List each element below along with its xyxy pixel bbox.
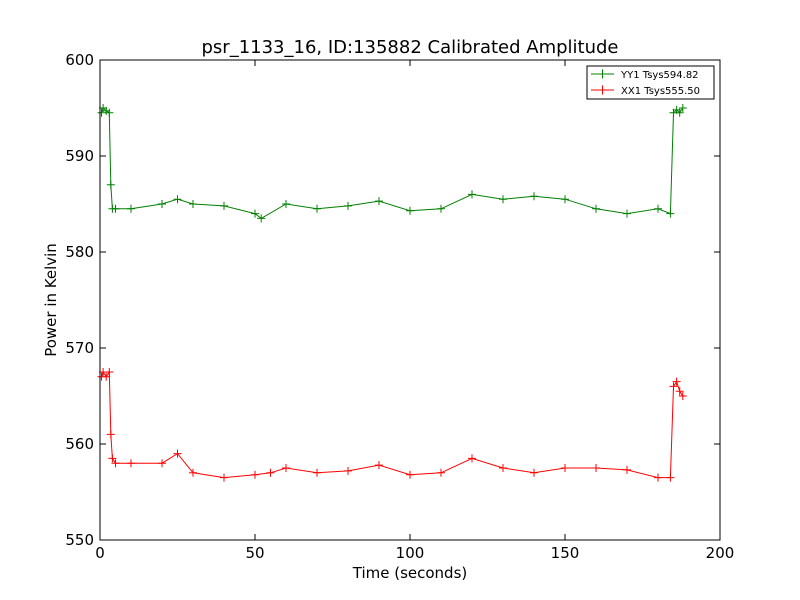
data-point	[678, 104, 687, 112]
data-point	[437, 204, 445, 213]
data-point	[437, 468, 445, 477]
data-point	[675, 387, 684, 396]
data-point	[344, 201, 352, 210]
data-point	[530, 192, 538, 201]
data-point	[654, 473, 662, 482]
data-point	[313, 468, 321, 477]
data-point	[468, 454, 476, 463]
y-tick-label: 590	[65, 147, 94, 165]
chart-title: psr_1133_16, ID:135882 Calibrated Amplit…	[201, 37, 618, 58]
data-point	[406, 470, 414, 479]
data-point	[666, 473, 675, 482]
data-point	[344, 466, 352, 475]
data-point	[220, 201, 228, 210]
series-line-1	[101, 370, 684, 479]
data-point	[173, 195, 182, 204]
data-point	[105, 368, 114, 376]
data-point	[257, 214, 266, 223]
x-tick-label: 200	[706, 544, 735, 562]
x-tick-label: 0	[95, 544, 105, 562]
series-0	[97, 104, 687, 223]
data-point	[266, 468, 275, 477]
data-point	[220, 473, 228, 482]
data-point	[313, 204, 321, 213]
y-tick-label: 600	[65, 51, 94, 69]
legend-box	[586, 65, 715, 100]
data-point	[106, 430, 115, 439]
data-point	[592, 464, 600, 472]
series-layer	[97, 104, 687, 482]
data-point	[669, 382, 678, 391]
data-point	[530, 468, 538, 477]
legend-marker-xx1	[598, 85, 607, 95]
plot-frame	[99, 59, 721, 541]
x-tick-label: 150	[551, 544, 580, 562]
data-point	[105, 108, 114, 117]
data-point	[251, 470, 259, 479]
data-point	[675, 108, 684, 117]
data-point	[623, 465, 631, 474]
x-axis-label: Time (seconds)	[352, 564, 468, 582]
data-point	[111, 459, 120, 468]
plot-background	[100, 60, 720, 540]
data-point	[251, 209, 259, 218]
series-1	[97, 368, 687, 482]
data-point	[499, 195, 507, 204]
y-tick-label: 580	[65, 243, 94, 261]
data-point	[375, 461, 383, 470]
y-tick-label: 550	[65, 531, 94, 549]
data-point	[173, 449, 182, 458]
data-point	[108, 454, 117, 463]
data-point	[592, 204, 600, 213]
legend: YY1 Tsys594.82 XX1 Tsys555.50	[586, 65, 715, 100]
data-point	[127, 204, 135, 213]
legend-label-xx1: XX1 Tsys555.50	[621, 86, 700, 97]
data-point	[406, 206, 414, 215]
data-point	[158, 459, 166, 468]
data-point	[158, 200, 166, 208]
legend-label-yy1: YY1 Tsys594.82	[620, 70, 699, 81]
data-point	[623, 209, 631, 218]
data-point	[127, 459, 135, 468]
data-point	[678, 392, 687, 400]
data-point	[468, 190, 476, 199]
data-point	[375, 197, 383, 206]
data-point	[499, 464, 507, 472]
data-point	[97, 108, 106, 117]
data-point	[282, 464, 290, 472]
data-point	[102, 372, 111, 381]
data-point	[561, 195, 569, 204]
y-tick-label: 570	[65, 339, 94, 357]
x-tick-label: 50	[245, 544, 264, 562]
y-axis-label: Power in Kelvin	[42, 243, 60, 357]
legend-marker-yy1	[598, 69, 607, 79]
data-point	[111, 204, 120, 213]
data-point	[666, 209, 675, 218]
data-point	[672, 377, 681, 386]
y-tick-label: 560	[65, 435, 94, 453]
data-point	[106, 180, 115, 189]
plot-area: 0 50 100 150 200 550 560 570 580 590 600	[65, 51, 734, 562]
x-tick-label: 100	[396, 544, 425, 562]
data-point	[282, 200, 290, 208]
data-point	[189, 200, 197, 208]
data-point	[561, 464, 569, 472]
data-point	[654, 204, 662, 213]
data-point	[189, 468, 197, 477]
